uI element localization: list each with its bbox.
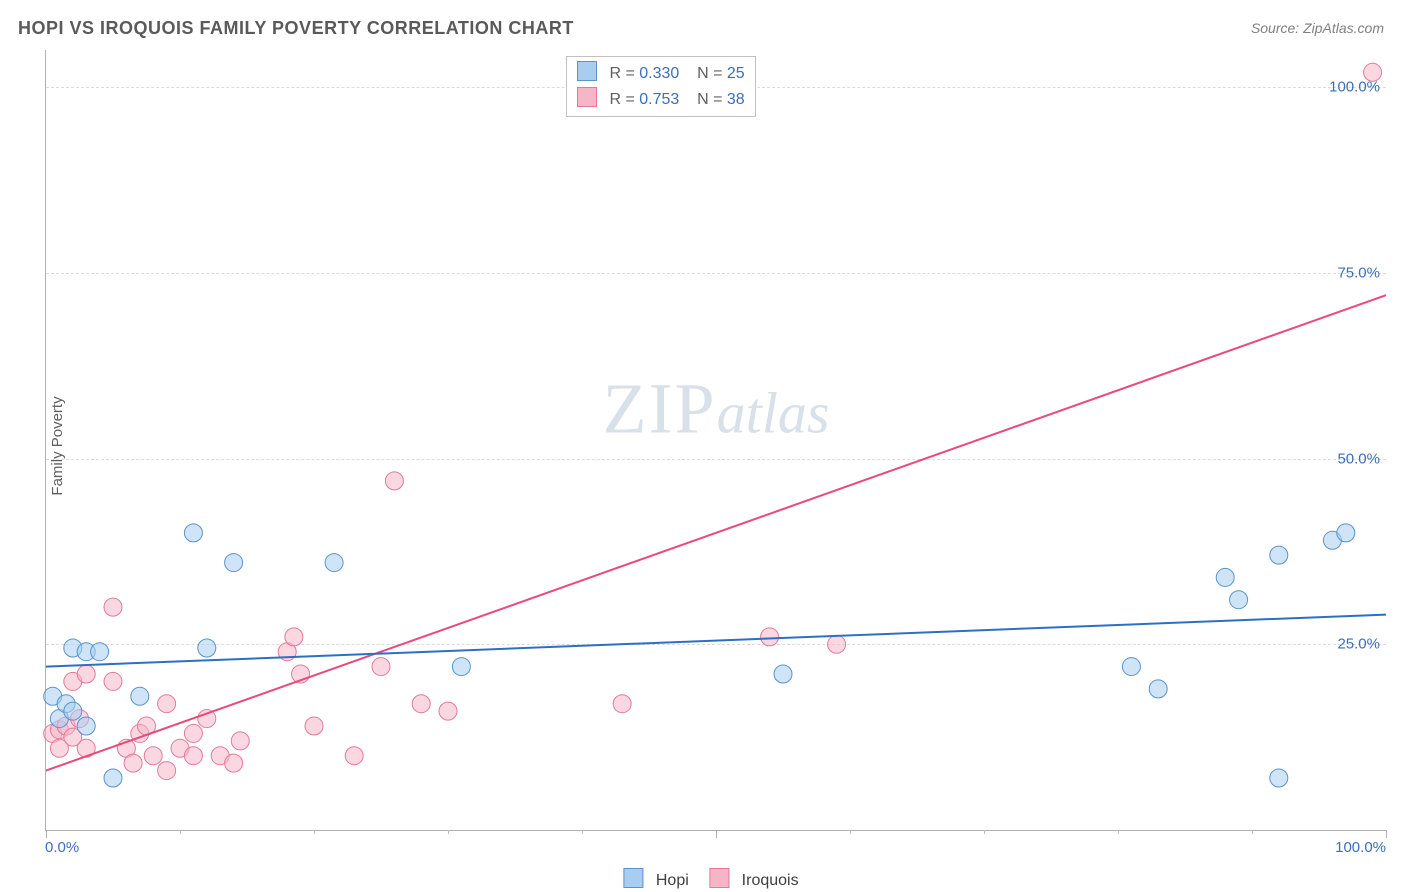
data-point (1216, 568, 1234, 586)
data-point (225, 554, 243, 572)
legend-row-iroquois: R = 0.753 N = 38 (577, 87, 745, 113)
data-point (325, 554, 343, 572)
data-point (198, 639, 216, 657)
r-label: R = (609, 91, 634, 108)
data-point (439, 702, 457, 720)
iroquois-r: 0.753 (639, 91, 679, 108)
chart-title: HOPI VS IROQUOIS FAMILY POVERTY CORRELAT… (18, 18, 574, 39)
data-point (345, 747, 363, 765)
r-label: R = (609, 65, 634, 82)
data-point (184, 724, 202, 742)
swatch-iroquois (709, 868, 729, 888)
data-point (77, 665, 95, 683)
series-label-hopi: Hopi (656, 872, 689, 889)
data-point (77, 717, 95, 735)
data-point (1337, 524, 1355, 542)
trend-line (46, 615, 1386, 667)
data-point (1270, 546, 1288, 564)
data-point (104, 769, 122, 787)
data-point (412, 695, 430, 713)
data-point (1364, 63, 1382, 81)
n-label: N = (697, 65, 722, 82)
data-point (104, 598, 122, 616)
plot-area: ZIPatlas 25.0%50.0%75.0%100.0% R = 0.330… (45, 50, 1386, 831)
data-point (385, 472, 403, 490)
x-tick-100: 100.0% (1335, 839, 1386, 856)
data-point (225, 754, 243, 772)
data-point (104, 672, 122, 690)
data-point (1270, 769, 1288, 787)
swatch-hopi (577, 61, 597, 81)
data-point (372, 658, 390, 676)
swatch-hopi (623, 868, 643, 888)
series-label-iroquois: Iroquois (742, 872, 799, 889)
legend-series: Hopi Iroquois (607, 868, 798, 890)
data-point (144, 747, 162, 765)
x-tick-0: 0.0% (45, 839, 79, 856)
data-point (452, 658, 470, 676)
data-point (761, 628, 779, 646)
hopi-r: 0.330 (639, 65, 679, 82)
scatter-svg (46, 50, 1386, 830)
data-point (184, 747, 202, 765)
trend-line (46, 295, 1386, 770)
data-point (64, 702, 82, 720)
swatch-iroquois (577, 87, 597, 107)
data-point (1122, 658, 1140, 676)
legend-correlation: R = 0.330 N = 25 R = 0.753 N = 38 (566, 56, 756, 117)
data-point (285, 628, 303, 646)
data-point (1149, 680, 1167, 698)
source-attribution: Source: ZipAtlas.com (1251, 20, 1384, 36)
data-point (184, 524, 202, 542)
iroquois-n: 38 (727, 91, 745, 108)
hopi-n: 25 (727, 65, 745, 82)
data-point (828, 635, 846, 653)
n-label: N = (697, 91, 722, 108)
data-point (91, 643, 109, 661)
data-point (1230, 591, 1248, 609)
data-point (158, 762, 176, 780)
data-point (231, 732, 249, 750)
data-point (158, 695, 176, 713)
data-point (131, 687, 149, 705)
data-point (305, 717, 323, 735)
data-point (774, 665, 792, 683)
legend-row-hopi: R = 0.330 N = 25 (577, 61, 745, 87)
data-point (613, 695, 631, 713)
data-point (124, 754, 142, 772)
